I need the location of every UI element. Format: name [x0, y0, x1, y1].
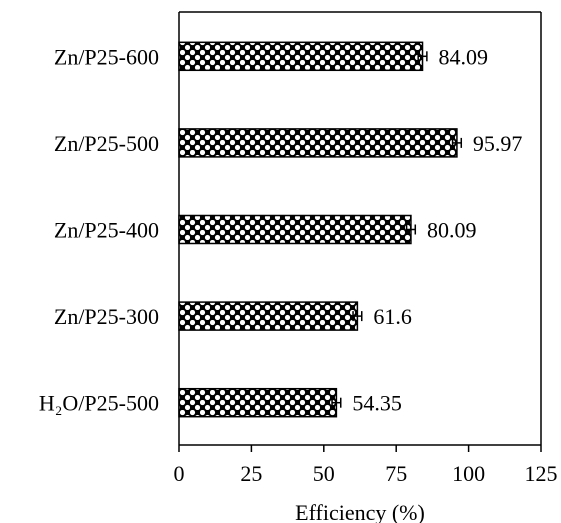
category-label: Zn/P25-400: [54, 218, 159, 243]
category-label: H₂O/P25-500: [39, 391, 159, 416]
data-label: 84.09: [439, 44, 489, 69]
x-tick-label: 125: [525, 461, 558, 486]
bar: [178, 128, 458, 158]
category-label: Zn/P25-600: [54, 44, 159, 69]
value-labels: 84.09 95.97 80.09 61.6 54.35: [352, 44, 522, 415]
category-label: Zn/P25-300: [54, 304, 159, 329]
x-tick-label: 0: [174, 461, 185, 486]
bar: [178, 41, 424, 72]
x-tick-label: 100: [452, 461, 485, 486]
category-labels: Zn/P25-600 Zn/P25-500 Zn/P25-400 Zn/P25-300…: [39, 44, 159, 415]
x-tick-label: 25: [240, 461, 262, 486]
x-tick-label: 50: [313, 461, 335, 486]
category-label: Zn/P25-500: [54, 131, 159, 156]
bar: [178, 301, 359, 331]
bar: [178, 387, 338, 418]
x-axis-ticks: 0 25 50 75 100 125: [174, 445, 558, 486]
data-label: 80.09: [427, 218, 477, 243]
x-axis-title: Efficiency (%): [295, 500, 425, 523]
data-label: 61.6: [373, 304, 412, 329]
bars: [178, 41, 463, 418]
data-label: 95.97: [473, 131, 522, 156]
x-tick-label: 75: [385, 461, 407, 486]
data-label: 54.35: [352, 391, 402, 416]
bar: [178, 214, 412, 245]
